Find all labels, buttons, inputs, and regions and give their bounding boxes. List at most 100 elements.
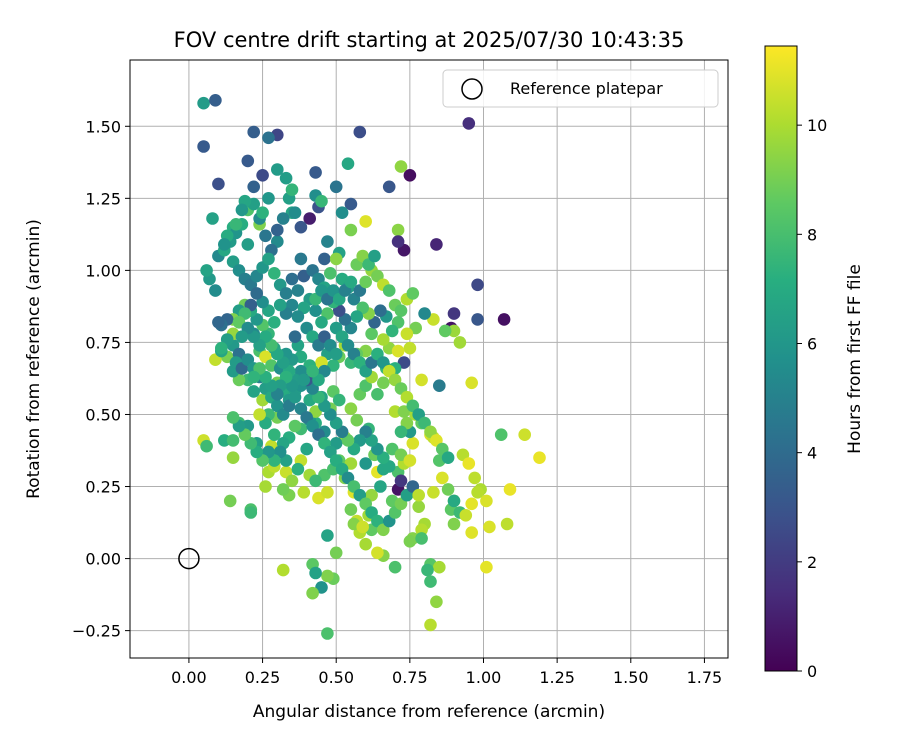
data-point [335,206,349,219]
data-point [500,517,514,531]
data-point [197,96,210,110]
data-point [250,287,263,300]
data-point [368,249,381,263]
colorbar-tick-label: 8 [807,225,817,244]
data-point [424,575,437,588]
x-tick-label: 1.25 [539,668,575,687]
data-point [356,520,370,534]
data-point [480,560,493,574]
y-tick-label: 1.00 [85,261,121,280]
data-point [430,238,443,251]
data-point [268,316,281,329]
data-point [279,287,293,300]
data-point [468,471,482,485]
data-point [226,411,240,424]
data-point [309,304,322,318]
data-point [433,379,446,393]
data-point [403,341,417,355]
data-point [465,497,479,511]
data-point [382,284,396,297]
data-point [359,215,373,228]
data-point [400,327,414,341]
data-point [438,324,452,338]
reference-marker-layer [178,547,200,570]
x-axis-label: Angular distance from reference (arcmin) [253,702,605,722]
data-point [394,425,408,439]
data-point [215,341,228,355]
data-point [483,520,496,534]
data-point [309,166,322,179]
data-point [344,402,358,416]
data-point [288,330,302,344]
data-point [253,408,266,421]
data-point [374,480,387,493]
data-point [321,569,334,583]
data-point [385,324,399,338]
x-tick-label: 0.25 [245,668,281,687]
data-point [494,428,508,442]
data-point [241,238,255,251]
data-point [394,160,408,173]
data-point [465,376,479,390]
y-tick-label: 0.00 [85,550,121,569]
data-point [377,376,390,390]
data-point [371,388,384,401]
data-point [315,581,328,594]
data-point [344,503,358,516]
data-point [206,212,219,225]
colorbar-gradient [764,45,798,672]
x-tick-label: 0.50 [318,668,354,687]
data-point [350,413,364,427]
data-point [391,223,405,237]
data-point [209,94,222,107]
data-point [344,197,358,211]
data-points [197,94,546,640]
data-point [241,154,255,168]
data-point [471,278,484,292]
colorbar: 0 2 4 6 8 10 Hours from first FF file [764,45,865,681]
data-point [218,434,231,447]
data-point [212,316,225,329]
data-point [518,428,531,442]
colorbar-ticks: 0 2 4 6 8 10 [797,116,827,681]
legend-box [442,69,719,108]
data-point [374,304,387,318]
data-point [315,316,328,329]
data-point [471,313,484,326]
legend: Reference platepar [442,69,719,108]
legend-entry-reference-platepar: Reference platepar [510,79,663,98]
data-point [200,264,213,277]
data-point [412,488,426,502]
y-axis-ticks: −0.25 0.00 0.25 0.50 0.75 1.00 1.25 1.50 [72,117,130,641]
data-point [235,330,249,344]
data-point [226,434,240,447]
data-point [306,586,319,600]
data-point [285,183,299,196]
data-point [436,471,449,485]
data-point [262,131,275,145]
y-tick-label: −0.25 [72,622,121,641]
data-point [406,437,420,450]
data-point [279,171,293,185]
data-point [394,448,408,462]
data-point [350,310,364,323]
data-point [321,627,334,640]
data-point [306,364,319,378]
data-point [388,405,402,418]
data-point [315,194,328,208]
data-point [235,203,249,217]
data-point [359,275,373,289]
data-point [447,307,461,320]
x-tick-label: 1.75 [687,668,723,687]
data-point [497,313,511,326]
data-point [341,157,355,170]
data-point [229,218,243,231]
data-point [259,480,272,493]
data-point [424,618,437,632]
data-point [321,235,334,248]
data-point [303,212,317,225]
data-point [273,298,287,312]
data-point [391,344,405,358]
data-point [329,347,343,361]
data-point [459,509,473,522]
